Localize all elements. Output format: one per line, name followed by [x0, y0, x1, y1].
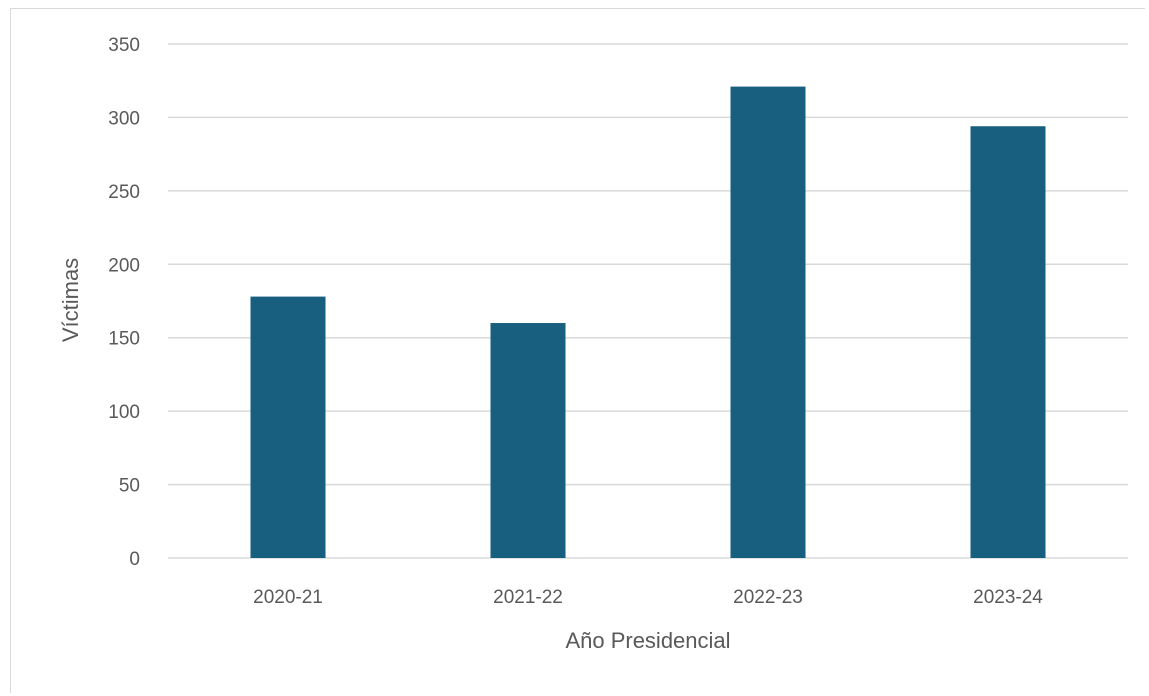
- y-tick-label: 0: [129, 549, 140, 570]
- y-tick-label: 50: [119, 476, 140, 497]
- y-tick-label: 250: [108, 182, 140, 203]
- y-tick-label: 200: [108, 255, 140, 276]
- bars: [250, 86, 1046, 559]
- y-tick-label: 100: [108, 402, 140, 423]
- y-tick-label: 300: [108, 108, 140, 129]
- bar: [730, 86, 806, 559]
- x-tick-label: 2023-24: [973, 587, 1043, 608]
- gridlines: [168, 43, 1128, 559]
- y-tick-labels: 0 50 100 150 200 250 300 350: [108, 35, 140, 570]
- y-tick-label: 150: [108, 329, 140, 350]
- y-tick-label: 350: [108, 35, 140, 56]
- bar: [250, 296, 326, 558]
- bar: [970, 126, 1046, 559]
- x-tick-label: 2021-22: [493, 587, 563, 608]
- bar: [490, 323, 566, 558]
- y-axis-title: Víctimas: [58, 258, 83, 342]
- x-tick-labels: 2020-21 2021-22 2022-23 2023-24: [253, 587, 1043, 608]
- x-tick-label: 2020-21: [253, 587, 323, 608]
- chart-frame: [10, 8, 1145, 693]
- x-tick-label: 2022-23: [733, 587, 803, 608]
- x-axis-title: Año Presidencial: [565, 628, 730, 653]
